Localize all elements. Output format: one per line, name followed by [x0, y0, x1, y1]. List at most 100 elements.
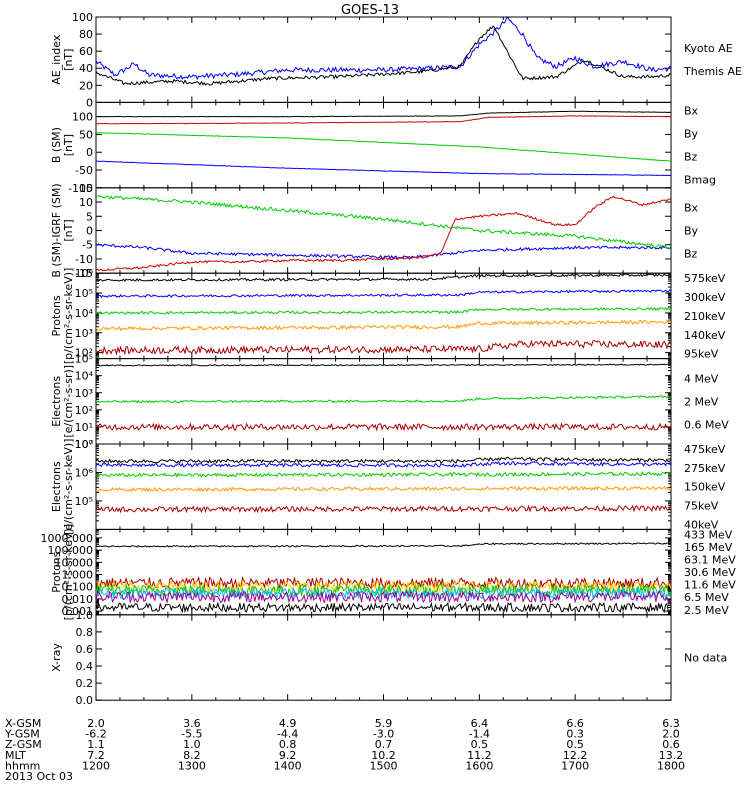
legend-entry: 95keV — [684, 348, 719, 361]
y-tick-label: 10² — [75, 404, 93, 417]
legend-entry: 4 MeV — [684, 372, 719, 385]
y-tick-label: 10⁵ — [75, 495, 93, 508]
y-tick-label: -15 — [75, 267, 93, 280]
legend-entry: By — [684, 225, 699, 238]
footer-value: 0.7 — [375, 738, 393, 751]
y-axis-label: B (SM)-IGRF (SM) — [50, 183, 63, 277]
y-tick-label: 5 — [86, 210, 93, 223]
legend-entry: Bz — [684, 248, 698, 261]
series-line-95kev — [96, 339, 671, 356]
footer-value: 9.2 — [279, 749, 297, 762]
y-axis-unit: [p/(cm²-s-sr-keV)] — [62, 524, 75, 621]
y-tick-label: 10⁰ — [75, 438, 94, 451]
footer-value: 5.9 — [375, 717, 393, 730]
y-axis-label: B (SM) — [50, 127, 63, 163]
footer-value: 6.4 — [471, 717, 489, 730]
footer-value: 1700 — [561, 759, 589, 772]
series-line-by — [96, 132, 671, 162]
series-line-bx — [96, 243, 671, 260]
y-tick-label: 10⁵ — [75, 287, 93, 300]
y-tick-label: 0.2 — [76, 677, 94, 690]
y-tick-label: 10⁴ — [75, 307, 94, 320]
footer-date: 2013 Oct 03 — [5, 770, 73, 783]
legend-entry: 2 MeV — [684, 395, 719, 408]
series-line-bz — [96, 195, 671, 272]
footer-row-label: X-GSM — [5, 717, 41, 730]
series-line-2-5-mev — [96, 601, 671, 614]
panel-frame — [95, 358, 672, 445]
y-tick-label: 0.001 — [62, 605, 94, 618]
footer-value: 1500 — [370, 759, 398, 772]
series-line-475kev — [96, 456, 671, 464]
legend-entry: 6.5 MeV — [684, 591, 729, 604]
legend-entry: 150keV — [684, 481, 726, 494]
footer-value: 0.3 — [566, 728, 584, 741]
y-tick-label: 50 — [79, 128, 93, 141]
series-line-kyoto-ae — [96, 17, 671, 81]
footer-value: 1.1 — [87, 738, 105, 751]
footer-value: -6.2 — [85, 728, 106, 741]
y-tick-label: 10⁷ — [75, 438, 93, 451]
series-line-210kev — [96, 306, 671, 315]
y-tick-label: 1000.000 — [41, 532, 94, 545]
footer-value: 2.0 — [662, 728, 680, 741]
legend-entry: Bx — [684, 202, 699, 215]
y-tick-label: 10³ — [75, 387, 93, 400]
legend-entry: By — [684, 128, 699, 141]
footer-orbit-table: X-GSM 2.0 3.6 4.9 5.9 6.4 6.6 6.3 Y-GSM -6.2 -5.5 -… — [4, 717, 685, 783]
legend-entry: 475keV — [684, 443, 726, 456]
series-line-bz — [96, 115, 671, 125]
y-tick-label: 10⁶ — [75, 267, 94, 280]
y-tick-label: -10 — [75, 253, 93, 266]
footer-value: 6.6 — [566, 717, 584, 730]
footer-value: 1200 — [82, 759, 110, 772]
y-tick-label: 10² — [75, 347, 93, 360]
y-tick-label: 0 — [86, 146, 93, 159]
y-tick-label: 10⁶ — [75, 466, 94, 479]
y-tick-label: 0.8 — [76, 626, 94, 639]
y-tick-label: 10⁴ — [75, 370, 94, 383]
footer-value: -4.4 — [277, 728, 298, 741]
footer-value: 2.0 — [87, 717, 105, 730]
footer-value: 0.8 — [279, 738, 297, 751]
y-axis-label: Protons — [50, 295, 63, 336]
series-line-0-6-mev — [96, 422, 671, 432]
legend-entry: 165 MeV — [684, 541, 733, 554]
panel-electrons_mev: 10⁰ 10¹ 10² 10³ 10⁴ 10⁵ Electrons [e/(cm²-s-sr)… — [50, 353, 729, 451]
footer-value: 12.2 — [563, 749, 588, 762]
y-axis-label: AE_index — [50, 34, 63, 85]
y-tick-label: 1.000 — [62, 569, 94, 582]
series-line-433-mev — [96, 542, 671, 548]
footer-value: 3.6 — [183, 717, 201, 730]
series-line-40kev — [96, 504, 671, 514]
y-axis-label: Protons — [50, 551, 63, 592]
series-line-75kev — [96, 485, 671, 493]
series-line-6-5-mev — [96, 589, 671, 605]
y-tick-label: 60 — [79, 45, 93, 58]
legend-entry: 0.6 MeV — [684, 418, 729, 431]
series-line-4-mev — [96, 363, 671, 367]
y-tick-label: 0.0 — [76, 694, 94, 707]
footer-value: 13.2 — [659, 749, 684, 762]
footer-value: -3.0 — [373, 728, 394, 741]
panel-ae: 0 20 40 60 80 100 AE_index [nT] Kyoto AE Themis A… — [50, 11, 742, 109]
footer-value: 11.2 — [467, 749, 492, 762]
y-axis-label: X-ray — [50, 643, 63, 672]
y-tick-label: 15 — [79, 182, 93, 195]
footer-value: 10.2 — [371, 749, 396, 762]
panel-frame — [95, 187, 672, 274]
y-axis-label: Electrons — [50, 461, 63, 512]
y-tick-label: 1.0 — [76, 609, 94, 622]
legend-entry: 75keV — [684, 500, 719, 513]
legend-entry: 63.1 MeV — [684, 554, 736, 567]
legend-entry: Themis AE — [683, 65, 742, 78]
footer-row-label: Y-GSM — [4, 728, 40, 741]
y-axis-unit: [nT] — [62, 134, 75, 156]
panel-frame — [95, 614, 672, 701]
series-line-bx — [96, 160, 671, 177]
legend-entry: 300keV — [684, 291, 726, 304]
panel-frame — [95, 272, 672, 360]
y-tick-label: 20 — [79, 79, 93, 92]
